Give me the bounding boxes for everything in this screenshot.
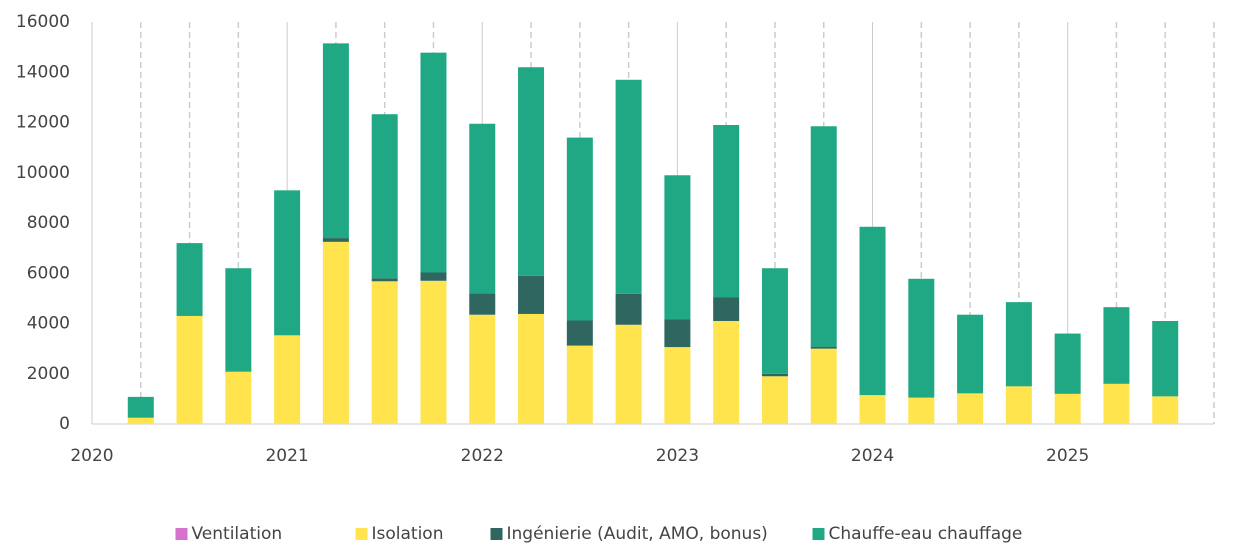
legend-label: Ingénierie (Audit, AMO, bonus)	[507, 524, 768, 544]
bar-segment	[1005, 386, 1032, 424]
x-tick-label: 2024	[851, 446, 894, 466]
bar-segment	[371, 281, 398, 424]
bar-segment	[957, 314, 984, 394]
bar-segment	[615, 324, 642, 424]
bar-segment	[469, 314, 496, 424]
legend-label: Ventilation	[192, 524, 283, 544]
bar-segment	[566, 137, 593, 321]
bar-segment	[957, 393, 984, 424]
bar-segment	[1103, 383, 1130, 424]
bar-segment	[713, 297, 740, 321]
y-tick-label: 8000	[27, 213, 70, 233]
legend-swatch	[490, 528, 503, 540]
legend-swatch	[812, 528, 825, 540]
x-tick-label: 2023	[656, 446, 699, 466]
x-tick-label: 2022	[461, 446, 504, 466]
bar-segment	[908, 397, 935, 424]
x-tick-label: 2020	[70, 446, 113, 466]
bar-segment	[810, 126, 837, 347]
bar-segment	[127, 417, 154, 424]
y-tick-label: 4000	[27, 314, 70, 334]
legend-swatch	[355, 528, 368, 540]
bar-segment	[761, 373, 788, 377]
bar-segment	[615, 79, 642, 294]
legend-label: Isolation	[372, 524, 444, 544]
bar-segment	[566, 345, 593, 424]
bar-segment	[518, 67, 545, 276]
legend-label: Chauffe-eau chauffage	[829, 524, 1023, 544]
bar-segment	[176, 315, 203, 424]
bar-segment	[371, 114, 398, 279]
bar-segment	[1054, 393, 1081, 424]
bar-segment	[859, 395, 886, 424]
bar-segment	[274, 190, 301, 336]
bar-segment	[1103, 307, 1130, 384]
bar-segment	[859, 226, 886, 396]
bar-segment	[664, 319, 691, 348]
bar-segment	[908, 278, 935, 398]
bar-segment	[420, 52, 447, 273]
bar-segment	[274, 335, 301, 424]
y-tick-label: 0	[59, 414, 70, 434]
bar-segment	[1152, 320, 1179, 397]
bar-segment	[761, 376, 788, 424]
bar-segment	[761, 268, 788, 374]
bar-segment	[420, 272, 447, 281]
y-tick-label: 12000	[16, 113, 70, 133]
y-tick-label: 10000	[16, 163, 70, 183]
bar-segment	[1152, 396, 1179, 424]
bar-segment	[225, 371, 252, 424]
bar-segment	[810, 348, 837, 424]
x-tick-label: 2021	[265, 446, 308, 466]
bar-segment	[713, 125, 740, 298]
bar-segment	[469, 293, 496, 315]
legend-swatch	[175, 528, 188, 540]
bar-segment	[1005, 302, 1032, 387]
bar-segment	[810, 346, 837, 349]
y-tick-label: 16000	[16, 12, 70, 32]
bar-segment	[518, 313, 545, 424]
bar-segment	[322, 43, 349, 239]
bar-segment	[225, 268, 252, 372]
y-tick-label: 2000	[27, 364, 70, 384]
bar-segment	[127, 396, 154, 418]
bar-segment	[322, 238, 349, 242]
bar-segment	[615, 293, 642, 325]
bar-segment	[566, 320, 593, 346]
bar-segment	[1054, 333, 1081, 394]
bar-segment	[713, 320, 740, 424]
x-tick-label: 2025	[1046, 446, 1089, 466]
bar-segment	[664, 347, 691, 424]
bar-segment	[322, 241, 349, 424]
bar-segment	[518, 275, 545, 314]
bar-segment	[469, 123, 496, 294]
bar-segment	[371, 278, 398, 282]
bar-segment	[420, 280, 447, 424]
y-tick-label: 6000	[27, 263, 70, 283]
bar-segment	[176, 243, 203, 316]
bar-segment	[664, 175, 691, 320]
y-tick-label: 14000	[16, 62, 70, 82]
